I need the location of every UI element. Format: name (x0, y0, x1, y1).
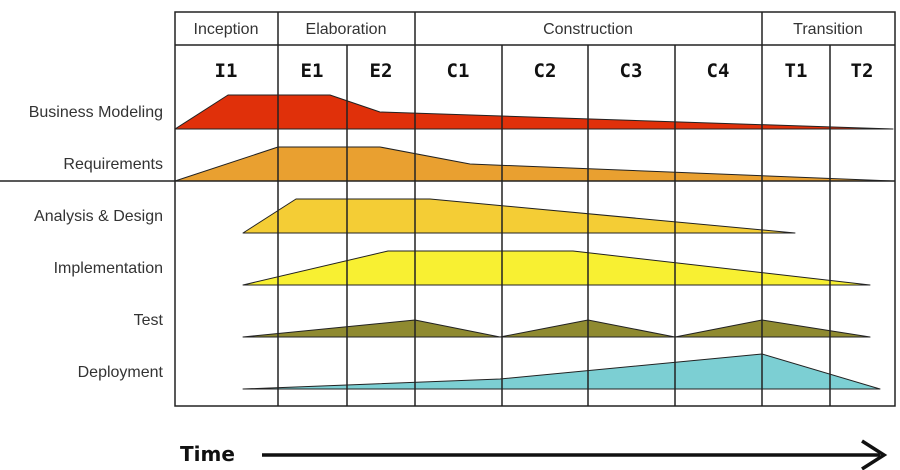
time-axis: Time (180, 439, 888, 470)
phase-labels: Inception Elaboration Construction Trans… (194, 21, 863, 38)
discipline-label-test: Test (134, 312, 164, 329)
iteration-label: T2 (851, 60, 874, 82)
deployment-area (242, 353, 881, 390)
grid (0, 11, 896, 407)
discipline-labels: Business Modeling Requirements Analysis … (29, 104, 164, 381)
discipline-label-implementation: Implementation (54, 260, 163, 277)
iteration-label: C4 (707, 60, 730, 82)
iteration-label: I1 (215, 60, 238, 82)
phase-label-construction: Construction (543, 21, 633, 38)
phase-label-inception: Inception (194, 21, 259, 38)
iteration-label: E1 (301, 60, 324, 82)
time-label: Time (180, 442, 235, 466)
business-modeling-area (174, 94, 894, 130)
iteration-label: C1 (447, 60, 470, 82)
analysis-design-area (242, 198, 796, 234)
phase-label-elaboration: Elaboration (306, 21, 387, 38)
outer-frame (174, 11, 896, 407)
time-arrow-head-icon (861, 439, 888, 470)
discipline-label-business-modeling: Business Modeling (29, 104, 163, 121)
iteration-label: T1 (785, 60, 808, 82)
phase-label-transition: Transition (793, 21, 863, 38)
discipline-label-requirements: Requirements (63, 156, 163, 173)
discipline-label-deployment: Deployment (78, 364, 164, 381)
iteration-labels: I1 E1 E2 C1 C2 C3 C4 T1 T2 (215, 60, 874, 82)
discipline-label-analysis-design: Analysis & Design (34, 208, 163, 225)
iteration-label: C3 (620, 60, 643, 82)
requirements-area (174, 146, 894, 182)
implementation-area (242, 250, 871, 286)
iteration-label: E2 (370, 60, 393, 82)
test-area (242, 319, 871, 338)
discipline-areas (174, 94, 894, 390)
iteration-label: C2 (534, 60, 557, 82)
